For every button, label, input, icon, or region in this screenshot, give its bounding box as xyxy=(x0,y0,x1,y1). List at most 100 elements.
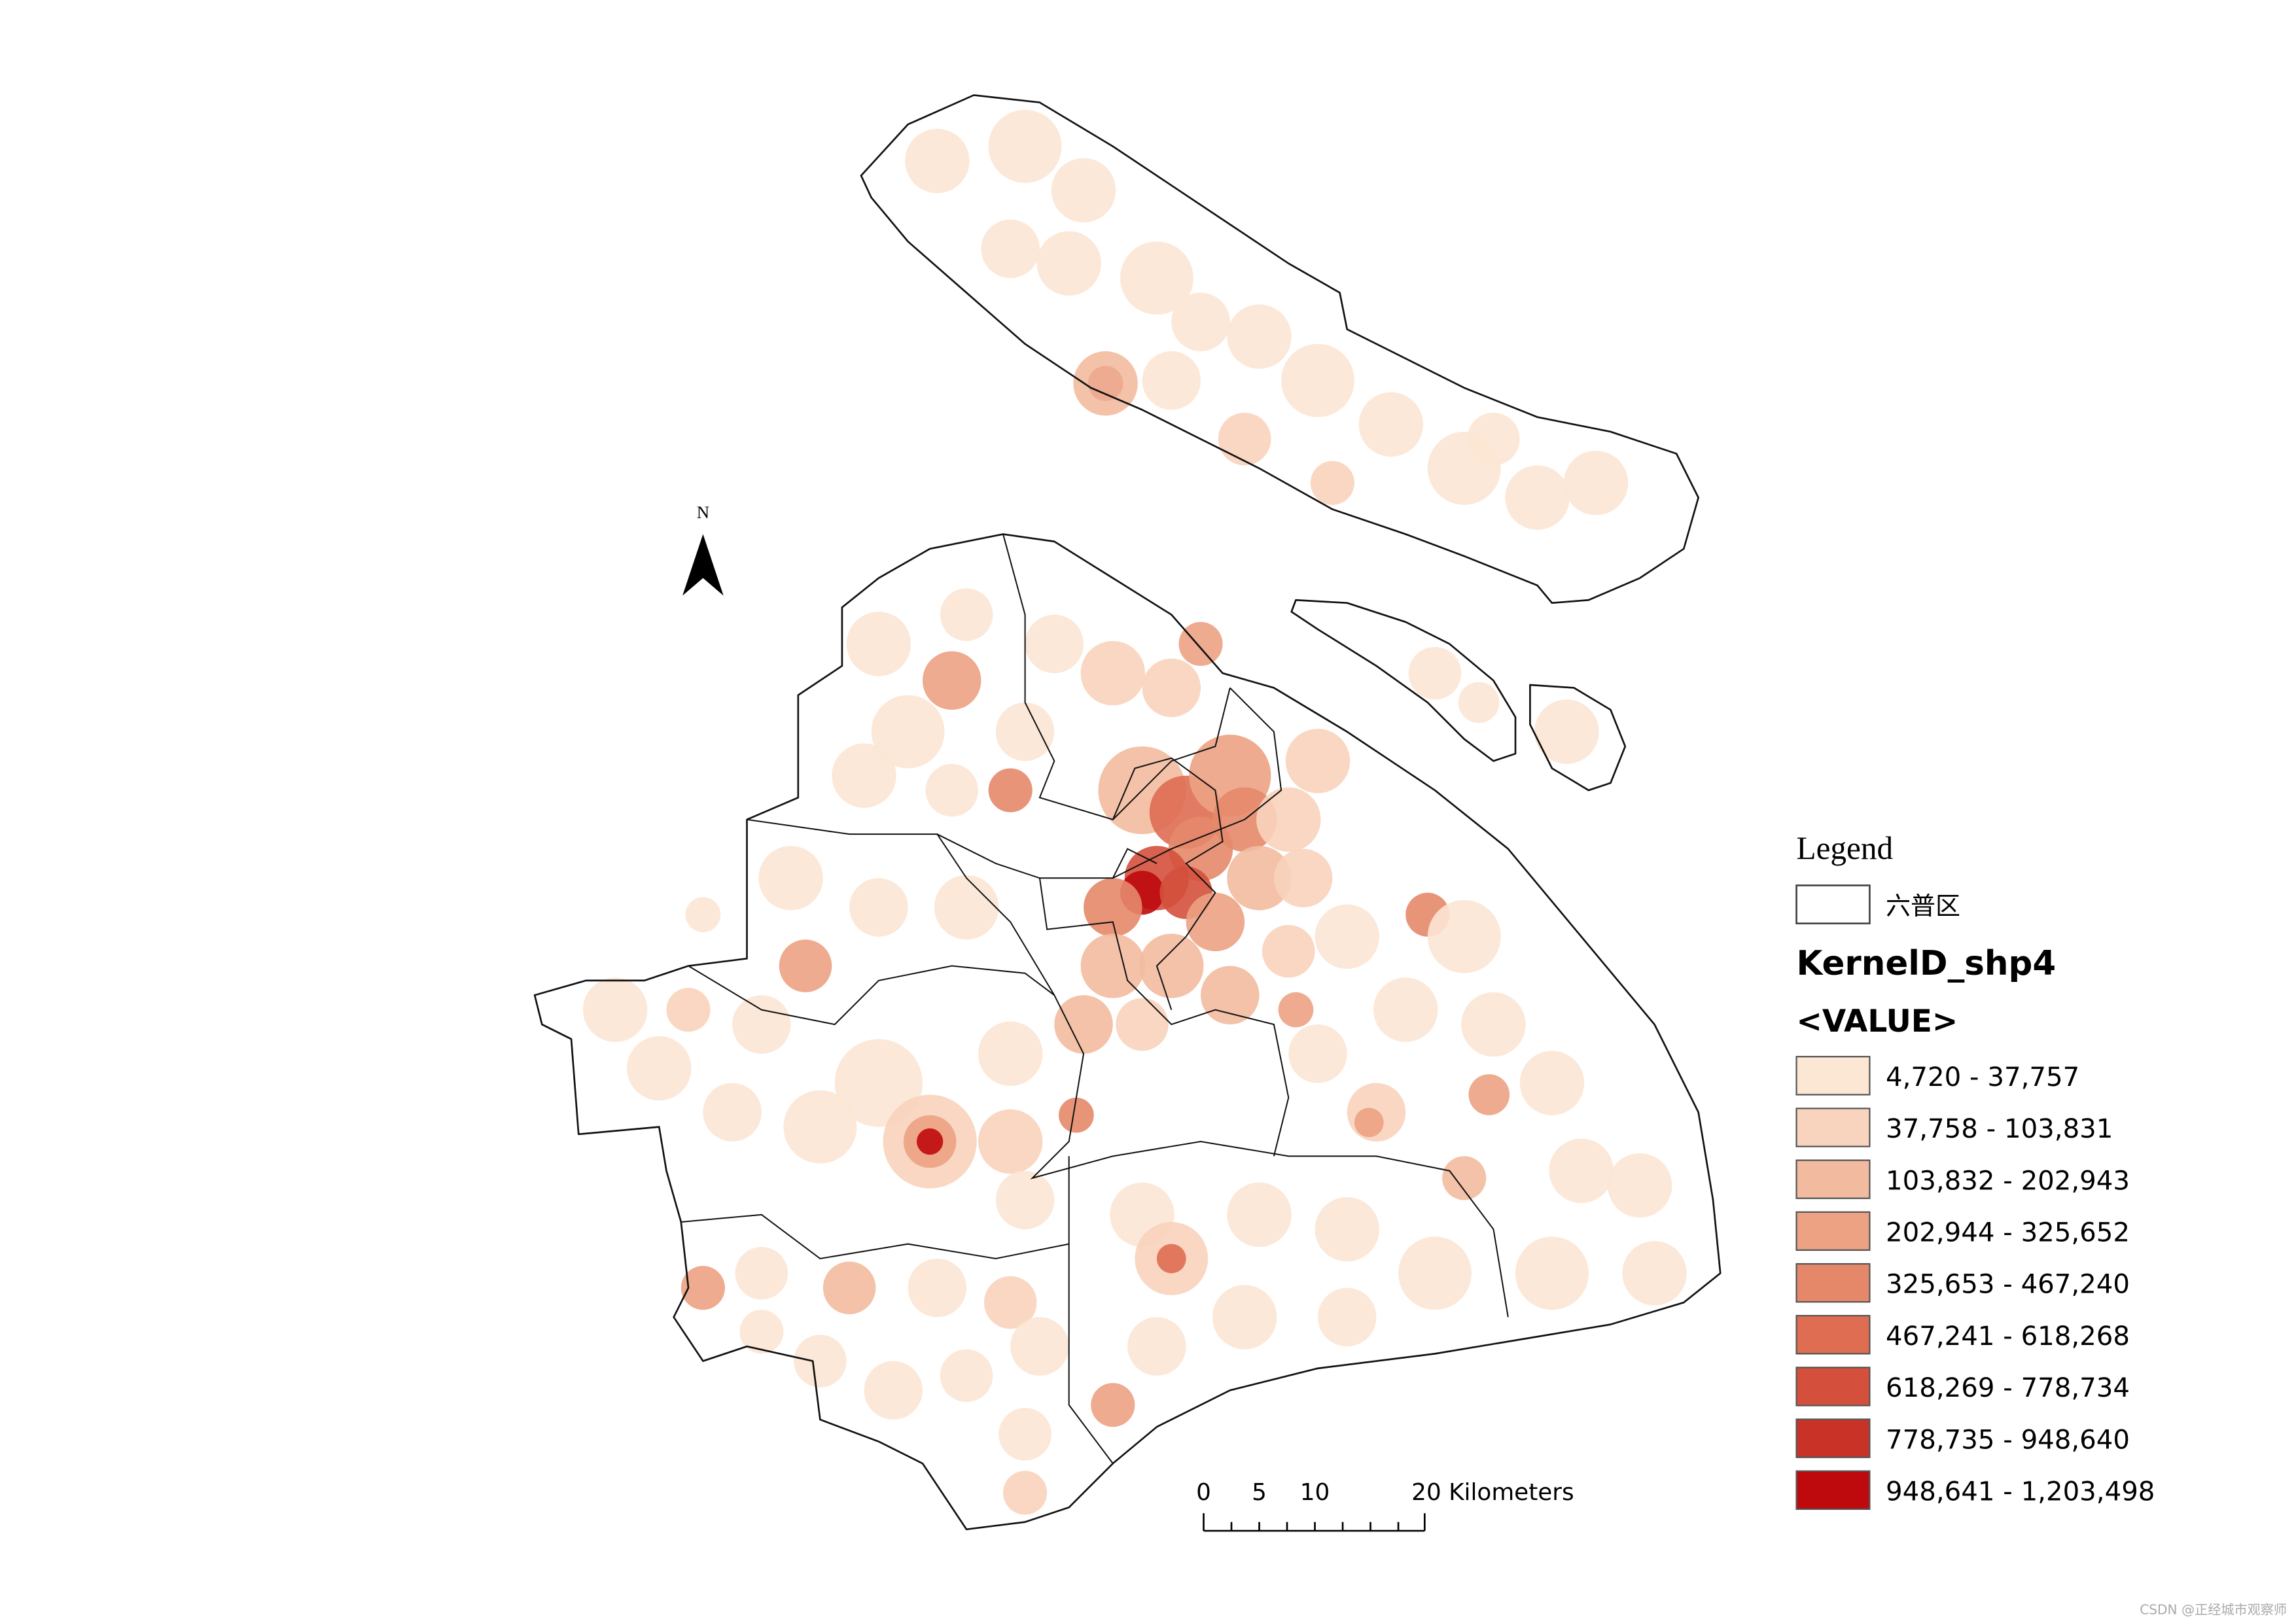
scale-bar: 0 5 10 20 Kilometers xyxy=(1196,1479,1574,1532)
density-spot xyxy=(1622,1241,1687,1306)
legend-swatch xyxy=(1795,1108,1871,1147)
density-spot xyxy=(1467,412,1520,466)
density-spot xyxy=(1171,292,1230,351)
density-spot xyxy=(995,1170,1055,1230)
density-spot xyxy=(934,875,999,940)
legend-label: 103,832 - 202,943 xyxy=(1886,1166,2130,1196)
density-spot xyxy=(864,1361,923,1420)
density-spot xyxy=(940,1349,993,1403)
density-spot xyxy=(871,695,945,769)
legend-label: 778,735 - 948,640 xyxy=(1886,1425,2130,1455)
density-spot xyxy=(1358,392,1424,457)
density-spot xyxy=(627,1036,692,1101)
density-spot xyxy=(1461,992,1526,1057)
density-spot xyxy=(1003,1471,1048,1515)
density-spot xyxy=(925,763,978,817)
legend-label: 325,653 - 467,240 xyxy=(1886,1270,2130,1300)
legend-swatch xyxy=(1795,1470,1871,1510)
density-spot xyxy=(794,1335,847,1387)
density-spot xyxy=(822,1261,876,1314)
density-spot xyxy=(1256,787,1321,852)
density-spot xyxy=(1408,646,1462,700)
density-spot xyxy=(988,768,1033,812)
legend-label: 948,641 - 1,203,498 xyxy=(1886,1477,2155,1507)
district-line xyxy=(1112,757,1224,1010)
density-spot xyxy=(1036,231,1101,296)
density-spot xyxy=(846,612,911,676)
density-spot xyxy=(739,1310,784,1354)
legend-swatch xyxy=(1795,1211,1871,1251)
density-spot xyxy=(1278,992,1314,1028)
density-spot xyxy=(1563,451,1629,515)
density-spot xyxy=(1427,899,1501,973)
density-spot xyxy=(1288,1024,1347,1083)
density-spot xyxy=(1201,966,1260,1025)
density-spot xyxy=(1139,934,1204,998)
density-spot xyxy=(680,1266,725,1310)
density-spot xyxy=(983,1276,1037,1329)
density-spot xyxy=(783,1090,857,1164)
scale-line xyxy=(1203,1513,1426,1532)
density-spot xyxy=(832,743,896,808)
legend-swatch xyxy=(1795,1159,1871,1199)
density-spot xyxy=(1054,995,1113,1054)
density-spot xyxy=(1142,351,1201,410)
scale-label: 20 Kilometers xyxy=(1411,1479,1574,1506)
watermark: CSDN @正经城市观察师 xyxy=(2140,1602,2287,1618)
density-spot xyxy=(1354,1108,1384,1138)
legend-swatch xyxy=(1795,884,1871,924)
district-line xyxy=(1112,848,1157,879)
density-spot xyxy=(998,1408,1051,1461)
density-spot xyxy=(1156,1244,1186,1274)
density-spot xyxy=(1227,304,1292,369)
density-spot xyxy=(1218,412,1271,466)
density-spot xyxy=(917,1128,944,1155)
legend-label: 37,758 - 103,831 xyxy=(1886,1114,2113,1144)
legend-label: 4,720 - 37,757 xyxy=(1886,1062,2079,1092)
density-spot xyxy=(834,1039,923,1127)
district-boundaries xyxy=(533,94,1722,1531)
legend-swatch xyxy=(1795,1263,1871,1303)
scale-label: 10 xyxy=(1300,1479,1330,1506)
density-spot xyxy=(732,995,791,1054)
density-spot xyxy=(978,1109,1043,1174)
density-spot xyxy=(1442,1156,1487,1200)
legend-label: 467,241 - 618,268 xyxy=(1886,1321,2130,1352)
density-spot xyxy=(1273,848,1333,908)
density-spot xyxy=(940,588,993,641)
density-spot xyxy=(1310,461,1354,505)
legend-label: 202,944 - 325,652 xyxy=(1886,1218,2130,1248)
density-spot xyxy=(1315,904,1379,969)
density-spot xyxy=(1607,1153,1672,1218)
density-spot xyxy=(1080,640,1146,706)
density-spot xyxy=(1373,977,1438,1042)
district-line xyxy=(936,833,1509,1318)
density-spot xyxy=(905,128,970,194)
density-spot xyxy=(1010,1317,1069,1376)
legend-label: 六普区 xyxy=(1886,892,1960,920)
scale-label: 5 xyxy=(1252,1479,1267,1506)
legend: Legend 六普区 KernelD_shp4 <VALUE> 4,720 - … xyxy=(1795,830,2155,1510)
density-spot xyxy=(1059,1097,1094,1133)
legend-swatch xyxy=(1795,1367,1871,1406)
density-spot xyxy=(1186,892,1245,952)
density-spot xyxy=(1142,658,1201,718)
density-spot xyxy=(1084,878,1142,937)
density-spot xyxy=(1515,1236,1589,1310)
legend-field: <VALUE> xyxy=(1797,1003,1958,1039)
density-spot xyxy=(1519,1051,1585,1115)
scale-label: 0 xyxy=(1196,1479,1211,1506)
density-spot xyxy=(981,219,1040,279)
district-line xyxy=(688,965,1055,1026)
density-spot xyxy=(703,1083,762,1142)
legend-layer-title: KernelD_shp4 xyxy=(1797,944,2057,983)
changxing-island xyxy=(1290,599,1517,762)
density-spot xyxy=(1227,846,1292,911)
density-spot xyxy=(1398,1236,1472,1310)
density-spot xyxy=(1318,1287,1377,1347)
district-line xyxy=(680,1213,1114,1464)
legend-label: 618,269 - 778,734 xyxy=(1886,1373,2130,1403)
density-spot xyxy=(1505,465,1570,530)
density-spot xyxy=(1458,682,1500,724)
